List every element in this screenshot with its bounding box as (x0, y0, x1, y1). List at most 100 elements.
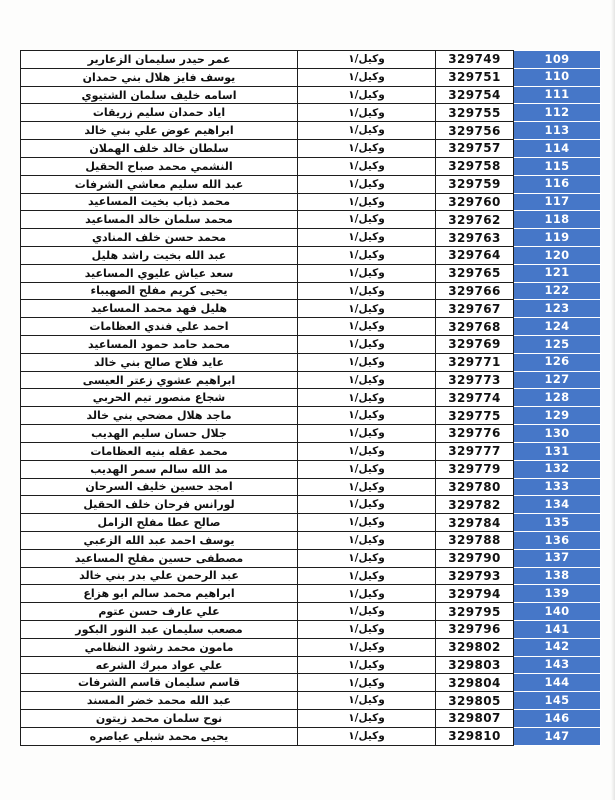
table-row: مامون محمد رشود النظامي وكيل/١ 329802 142 (20, 637, 601, 657)
number-cell: 329749 (435, 50, 514, 69)
name-cell: سعد عياش عليوي المساعيد (20, 263, 298, 283)
table-row: احمد علي فندي العظامات وكيل/١ 329768 124 (20, 317, 601, 336)
number-cell: 329769 (435, 335, 514, 354)
seq-cell: 145 (513, 691, 601, 711)
name-cell: علي عواد مبرك الشرعه (20, 655, 298, 675)
table-row: اياد حمدان سليم زريقات وكيل/١ 329755 112 (20, 103, 601, 123)
role-cell: وكيل/١ (297, 103, 436, 123)
seq-cell: 125 (513, 335, 601, 354)
seq-cell: 129 (513, 406, 601, 426)
role-cell: وكيل/١ (297, 192, 436, 212)
scan-edge-artifact (611, 0, 615, 800)
number-cell: 329796 (435, 620, 514, 639)
seq-cell: 113 (513, 121, 601, 141)
seq-cell: 138 (513, 566, 601, 586)
name-cell: عبد الله محمد خضر المسند (20, 691, 298, 711)
role-cell: وكيل/١ (297, 245, 436, 265)
number-cell: 329766 (435, 281, 514, 301)
number-cell: 329755 (435, 103, 514, 123)
number-cell: 329802 (435, 637, 514, 657)
seq-cell: 128 (513, 388, 601, 408)
seq-cell: 139 (513, 584, 601, 604)
role-cell: وكيل/١ (297, 424, 436, 443)
role-cell: وكيل/١ (297, 281, 436, 301)
role-cell: وكيل/١ (297, 584, 436, 604)
number-cell: 329774 (435, 388, 514, 408)
seq-cell: 137 (513, 548, 601, 568)
name-cell: محمد عقله بنيه العظامات (20, 441, 298, 461)
name-cell: ابراهيم عشوي زعتر العيسى (20, 370, 298, 390)
name-cell: هليل فهد محمد المساعيد (20, 299, 298, 319)
number-cell: 329760 (435, 192, 514, 212)
role-cell: وكيل/١ (297, 210, 436, 230)
table-row: عبد الله بخيت راشد هليل وكيل/١ 329764 120 (20, 245, 601, 265)
name-cell: احمد علي فندي العظامات (20, 317, 298, 336)
seq-cell: 112 (513, 103, 601, 123)
number-cell: 329756 (435, 121, 514, 141)
role-cell: وكيل/١ (297, 156, 436, 176)
seq-cell: 111 (513, 85, 601, 105)
table-row: شجاع منصور تيم الحربي وكيل/١ 329774 128 (20, 388, 601, 408)
name-cell: يحيى محمد شبلي عياصره (20, 726, 298, 746)
number-cell: 329807 (435, 709, 514, 728)
number-cell: 329779 (435, 459, 514, 479)
seq-cell: 135 (513, 513, 601, 532)
role-cell: وكيل/١ (297, 673, 436, 693)
role-cell: وكيل/١ (297, 602, 436, 621)
roster-table: عمر حيدر سليمان الزعارير وكيل/١ 329749 109 ي… (20, 50, 601, 746)
role-cell: وكيل/١ (297, 709, 436, 728)
role-cell: وكيل/١ (297, 406, 436, 426)
seq-cell: 122 (513, 281, 601, 301)
seq-cell: 121 (513, 263, 601, 283)
role-cell: وكيل/١ (297, 495, 436, 515)
number-cell: 329805 (435, 691, 514, 711)
seq-cell: 118 (513, 210, 601, 230)
name-cell: عبد الله بخيت راشد هليل (20, 245, 298, 265)
number-cell: 329773 (435, 370, 514, 390)
name-cell: سلطان خالد خلف الهملان (20, 139, 298, 158)
name-cell: يحيى كريم مفلح الصهيباء (20, 281, 298, 301)
name-cell: نوح سلمان محمد زيتون (20, 709, 298, 728)
number-cell: 329762 (435, 210, 514, 230)
role-cell: وكيل/١ (297, 530, 436, 550)
number-cell: 329771 (435, 352, 514, 372)
name-cell: يوسف احمد عبد الله الزعبي (20, 530, 298, 550)
name-cell: عمر حيدر سليمان الزعارير (20, 50, 298, 69)
number-cell: 329759 (435, 174, 514, 194)
seq-cell: 141 (513, 620, 601, 639)
number-cell: 329768 (435, 317, 514, 336)
seq-cell: 127 (513, 370, 601, 390)
table-row: مصعب سليمان عبد النور البكور وكيل/١ 329796… (20, 620, 601, 639)
number-cell: 329764 (435, 245, 514, 265)
number-cell: 329790 (435, 548, 514, 568)
name-cell: قاسم سليمان قاسم الشرفات (20, 673, 298, 693)
seq-cell: 134 (513, 495, 601, 515)
role-cell: وكيل/١ (297, 620, 436, 639)
role-cell: وكيل/١ (297, 67, 436, 87)
table-row: عبد الله محمد خضر المسند وكيل/١ 329805 145 (20, 691, 601, 711)
name-cell: يوسف فايز هلال بني حمدان (20, 67, 298, 87)
name-cell: امجد حسين خليف السرحان (20, 477, 298, 497)
role-cell: وكيل/١ (297, 139, 436, 158)
number-cell: 329758 (435, 156, 514, 176)
number-cell: 329782 (435, 495, 514, 515)
role-cell: وكيل/١ (297, 121, 436, 141)
role-cell: وكيل/١ (297, 370, 436, 390)
role-cell: وكيل/١ (297, 174, 436, 194)
number-cell: 329780 (435, 477, 514, 497)
name-cell: عبد الرحمن علي بدر بني خالد (20, 566, 298, 586)
number-cell: 329776 (435, 424, 514, 443)
table-row: عبد الرحمن علي بدر بني خالد وكيل/١ 329793 1… (20, 566, 601, 586)
table-row: يوسف احمد عبد الله الزعبي وكيل/١ 329788 136 (20, 530, 601, 550)
seq-cell: 123 (513, 299, 601, 319)
seq-cell: 146 (513, 709, 601, 728)
name-cell: مصعب سليمان عبد النور البكور (20, 620, 298, 639)
seq-cell: 126 (513, 352, 601, 372)
table-row: عايد فلاح صالح بني خالد وكيل/١ 329771 126 (20, 352, 601, 372)
seq-cell: 114 (513, 139, 601, 158)
seq-cell: 110 (513, 67, 601, 87)
number-cell: 329777 (435, 441, 514, 461)
seq-cell: 143 (513, 655, 601, 675)
number-cell: 329784 (435, 513, 514, 532)
seq-cell: 147 (513, 726, 601, 746)
